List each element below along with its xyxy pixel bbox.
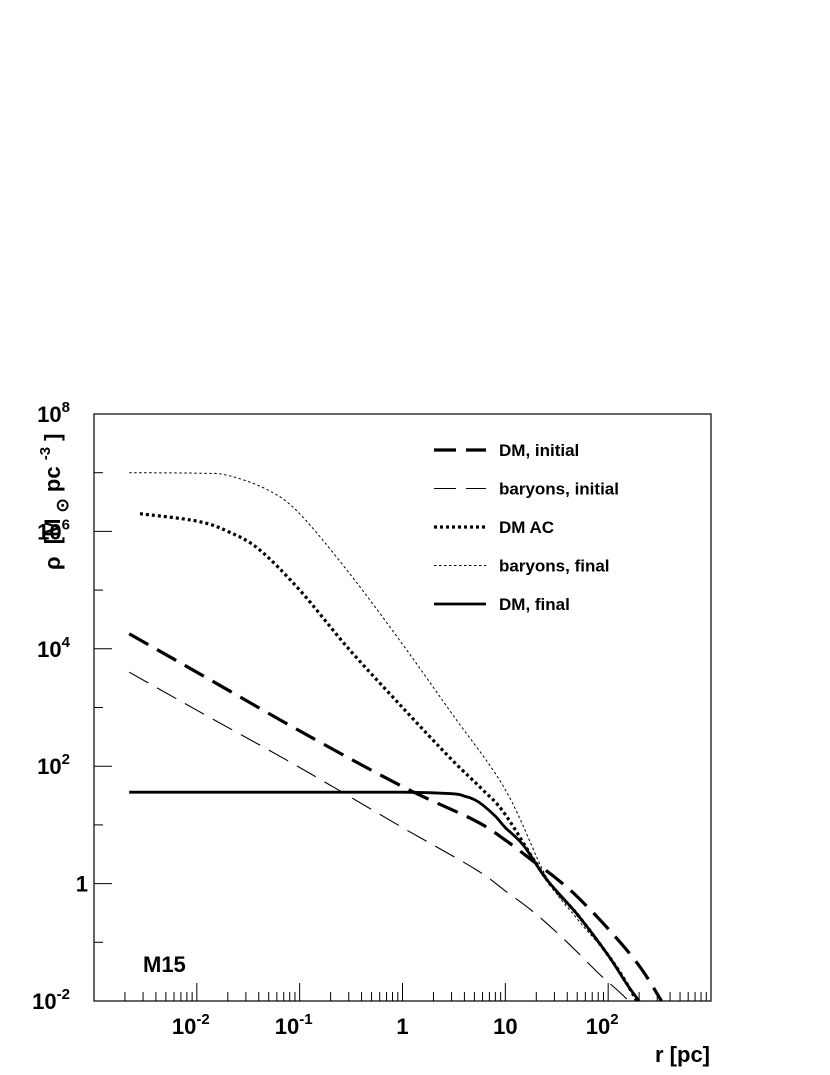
legend-label-5: DM, final (499, 595, 570, 614)
tick-labels: 10-2 10-1 1 10 102 10-2 1 102 104 106 108 (32, 399, 618, 1039)
y-tick-label: 10-2 (32, 986, 70, 1014)
legend-label-2: baryons, initial (499, 480, 619, 499)
legend: DM, initial baryons, initial DM AC baryons,… (434, 441, 619, 614)
x-tick-label: 102 (586, 1011, 619, 1039)
x-tick-label: 10 (493, 1014, 517, 1039)
legend-label-3: DM AC (499, 518, 554, 537)
series-line-3 (139, 512, 639, 1001)
legend-label-4: baryons, final (499, 557, 610, 576)
y-axis-title-close: ] (40, 433, 65, 440)
y-axis-title-exp: -3 (37, 447, 54, 460)
axis-ticks (93, 413, 707, 1002)
plot-frame (93, 413, 712, 1002)
y-axis-title-symbol: ρ (40, 556, 65, 570)
x-tick-label: 10-2 (172, 1011, 210, 1039)
x-tick-label: 1 (396, 1014, 408, 1039)
x-axis-title: r [pc] (655, 1042, 710, 1067)
y-axis-title-unit: pc (40, 466, 65, 492)
y-axis-title-open: [M (40, 519, 65, 545)
x-tick-label: 10-1 (275, 1011, 313, 1039)
series-line-5 (129, 790, 641, 1001)
y-tick-label: 1 (76, 872, 88, 897)
y-axis-title-sun: ⊙ (53, 498, 72, 512)
y-tick-label: 102 (37, 751, 70, 779)
plot-area (93, 413, 712, 1002)
series-line-2 (128, 671, 630, 1001)
y-tick-label: 106 (37, 516, 70, 544)
legend-label-1: DM, initial (499, 441, 579, 460)
y-tick-label: 108 (37, 399, 70, 427)
series-line-1 (128, 632, 663, 1001)
series-curves (128, 472, 663, 1001)
y-axis-title: ρ [M ⊙ pc -3 ] (30, 433, 73, 570)
y-tick-label: 104 (37, 634, 70, 662)
annotation-label: M15 (143, 952, 186, 977)
series-line-4 (129, 472, 640, 1001)
svg-text:ρ [M ⊙ pc: ρ [M ⊙ pc -3 ] (30, 433, 73, 570)
